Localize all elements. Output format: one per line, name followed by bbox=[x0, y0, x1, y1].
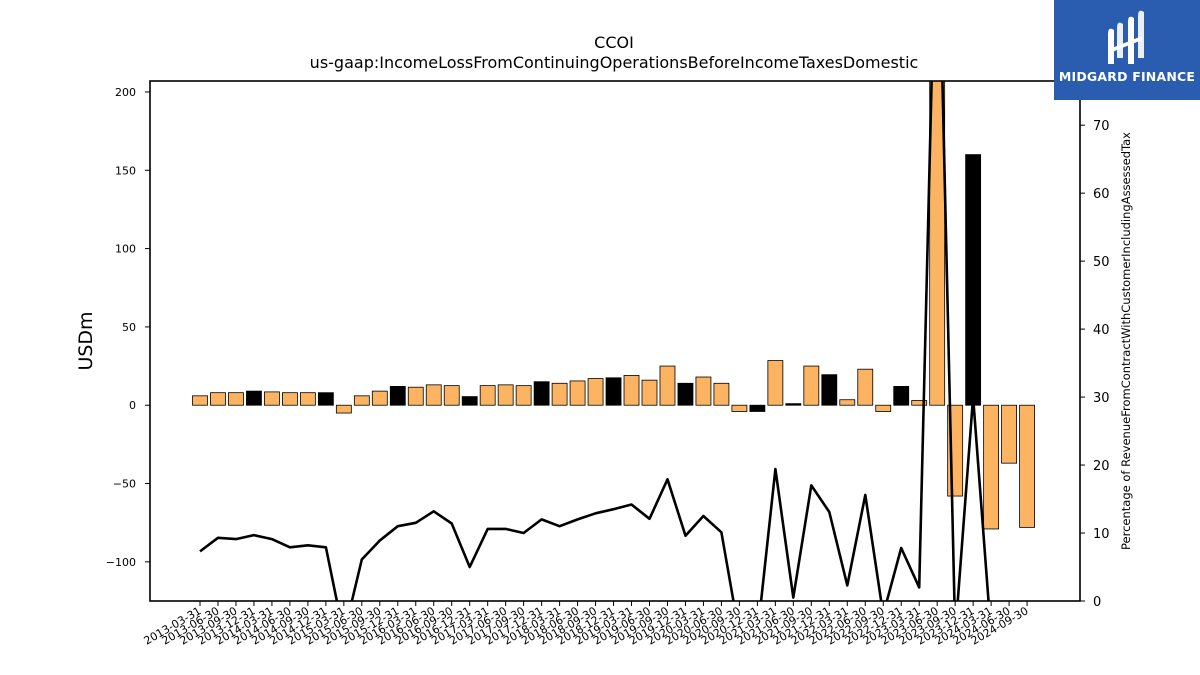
y2-tick-label: 0 bbox=[1093, 595, 1101, 610]
bar bbox=[605, 377, 622, 406]
series-line bbox=[199, 81, 990, 601]
bar bbox=[264, 391, 280, 406]
bar bbox=[353, 395, 370, 406]
bar bbox=[875, 404, 892, 412]
bar bbox=[641, 379, 658, 406]
y-tick-label: −100 bbox=[106, 556, 136, 569]
bar bbox=[731, 404, 748, 412]
bar bbox=[192, 395, 208, 406]
chart-title: CCOI bbox=[594, 33, 634, 52]
bar bbox=[1019, 404, 1035, 528]
bar bbox=[569, 380, 586, 406]
bar bbox=[210, 392, 226, 406]
y-tick-label: 0 bbox=[129, 399, 136, 412]
y-tick-label: 200 bbox=[115, 86, 136, 99]
plot-area: −100−500501001502000102030405060702013-0… bbox=[106, 80, 1110, 648]
y2-tick-label: 40 bbox=[1093, 323, 1110, 338]
bar bbox=[317, 392, 334, 406]
logo-text: MIDGARD FINANCE bbox=[1058, 69, 1196, 84]
bar bbox=[893, 386, 910, 406]
bar bbox=[695, 376, 712, 406]
bar bbox=[623, 375, 640, 406]
bar bbox=[425, 384, 442, 406]
bar bbox=[821, 374, 838, 406]
bar bbox=[1001, 404, 1017, 464]
bar bbox=[767, 360, 784, 406]
series-layer bbox=[192, 81, 1035, 601]
bar bbox=[389, 386, 406, 406]
y2-tick-label: 10 bbox=[1093, 527, 1110, 542]
y2-tick-label: 70 bbox=[1093, 119, 1110, 134]
y2-axis-label: Percentage of RevenueFromContractWithCus… bbox=[1119, 132, 1133, 550]
bar bbox=[497, 384, 514, 406]
bar bbox=[533, 381, 550, 406]
bar bbox=[677, 382, 694, 406]
bar bbox=[479, 385, 496, 406]
bar bbox=[713, 382, 730, 406]
y-tick-label: −50 bbox=[113, 478, 136, 491]
y-tick-label: 100 bbox=[115, 243, 136, 256]
bar bbox=[587, 378, 604, 406]
bar bbox=[749, 404, 766, 412]
y2-tick-label: 20 bbox=[1093, 459, 1110, 474]
bar bbox=[785, 403, 802, 406]
bar bbox=[228, 392, 244, 406]
y2-tick-label: 50 bbox=[1093, 255, 1110, 270]
bar bbox=[246, 390, 262, 406]
y-axis-label: USDm bbox=[75, 311, 97, 370]
bar bbox=[299, 392, 316, 406]
bar bbox=[443, 385, 460, 406]
bar bbox=[659, 365, 676, 406]
bar bbox=[551, 382, 568, 406]
plot-frame bbox=[149, 80, 1081, 602]
bar bbox=[803, 365, 820, 406]
y2-tick-label: 60 bbox=[1093, 187, 1110, 202]
y2-tick-label: 30 bbox=[1093, 391, 1110, 406]
bar bbox=[857, 368, 874, 406]
bar bbox=[983, 404, 1000, 530]
midgard-logo-icon bbox=[1108, 10, 1144, 65]
bar bbox=[281, 392, 298, 406]
bar bbox=[911, 400, 928, 406]
y-tick-label: 50 bbox=[122, 321, 136, 334]
y-tick-label: 150 bbox=[115, 164, 136, 177]
bar bbox=[839, 399, 856, 406]
bar bbox=[407, 386, 424, 406]
bar bbox=[965, 154, 982, 406]
bar bbox=[371, 390, 388, 406]
brand-logo: MIDGARD FINANCE bbox=[1054, 0, 1200, 100]
bar bbox=[461, 396, 478, 406]
bar bbox=[335, 404, 352, 414]
chart-subtitle: us-gaap:IncomeLossFromContinuingOperatio… bbox=[310, 53, 919, 72]
bar bbox=[515, 385, 532, 406]
